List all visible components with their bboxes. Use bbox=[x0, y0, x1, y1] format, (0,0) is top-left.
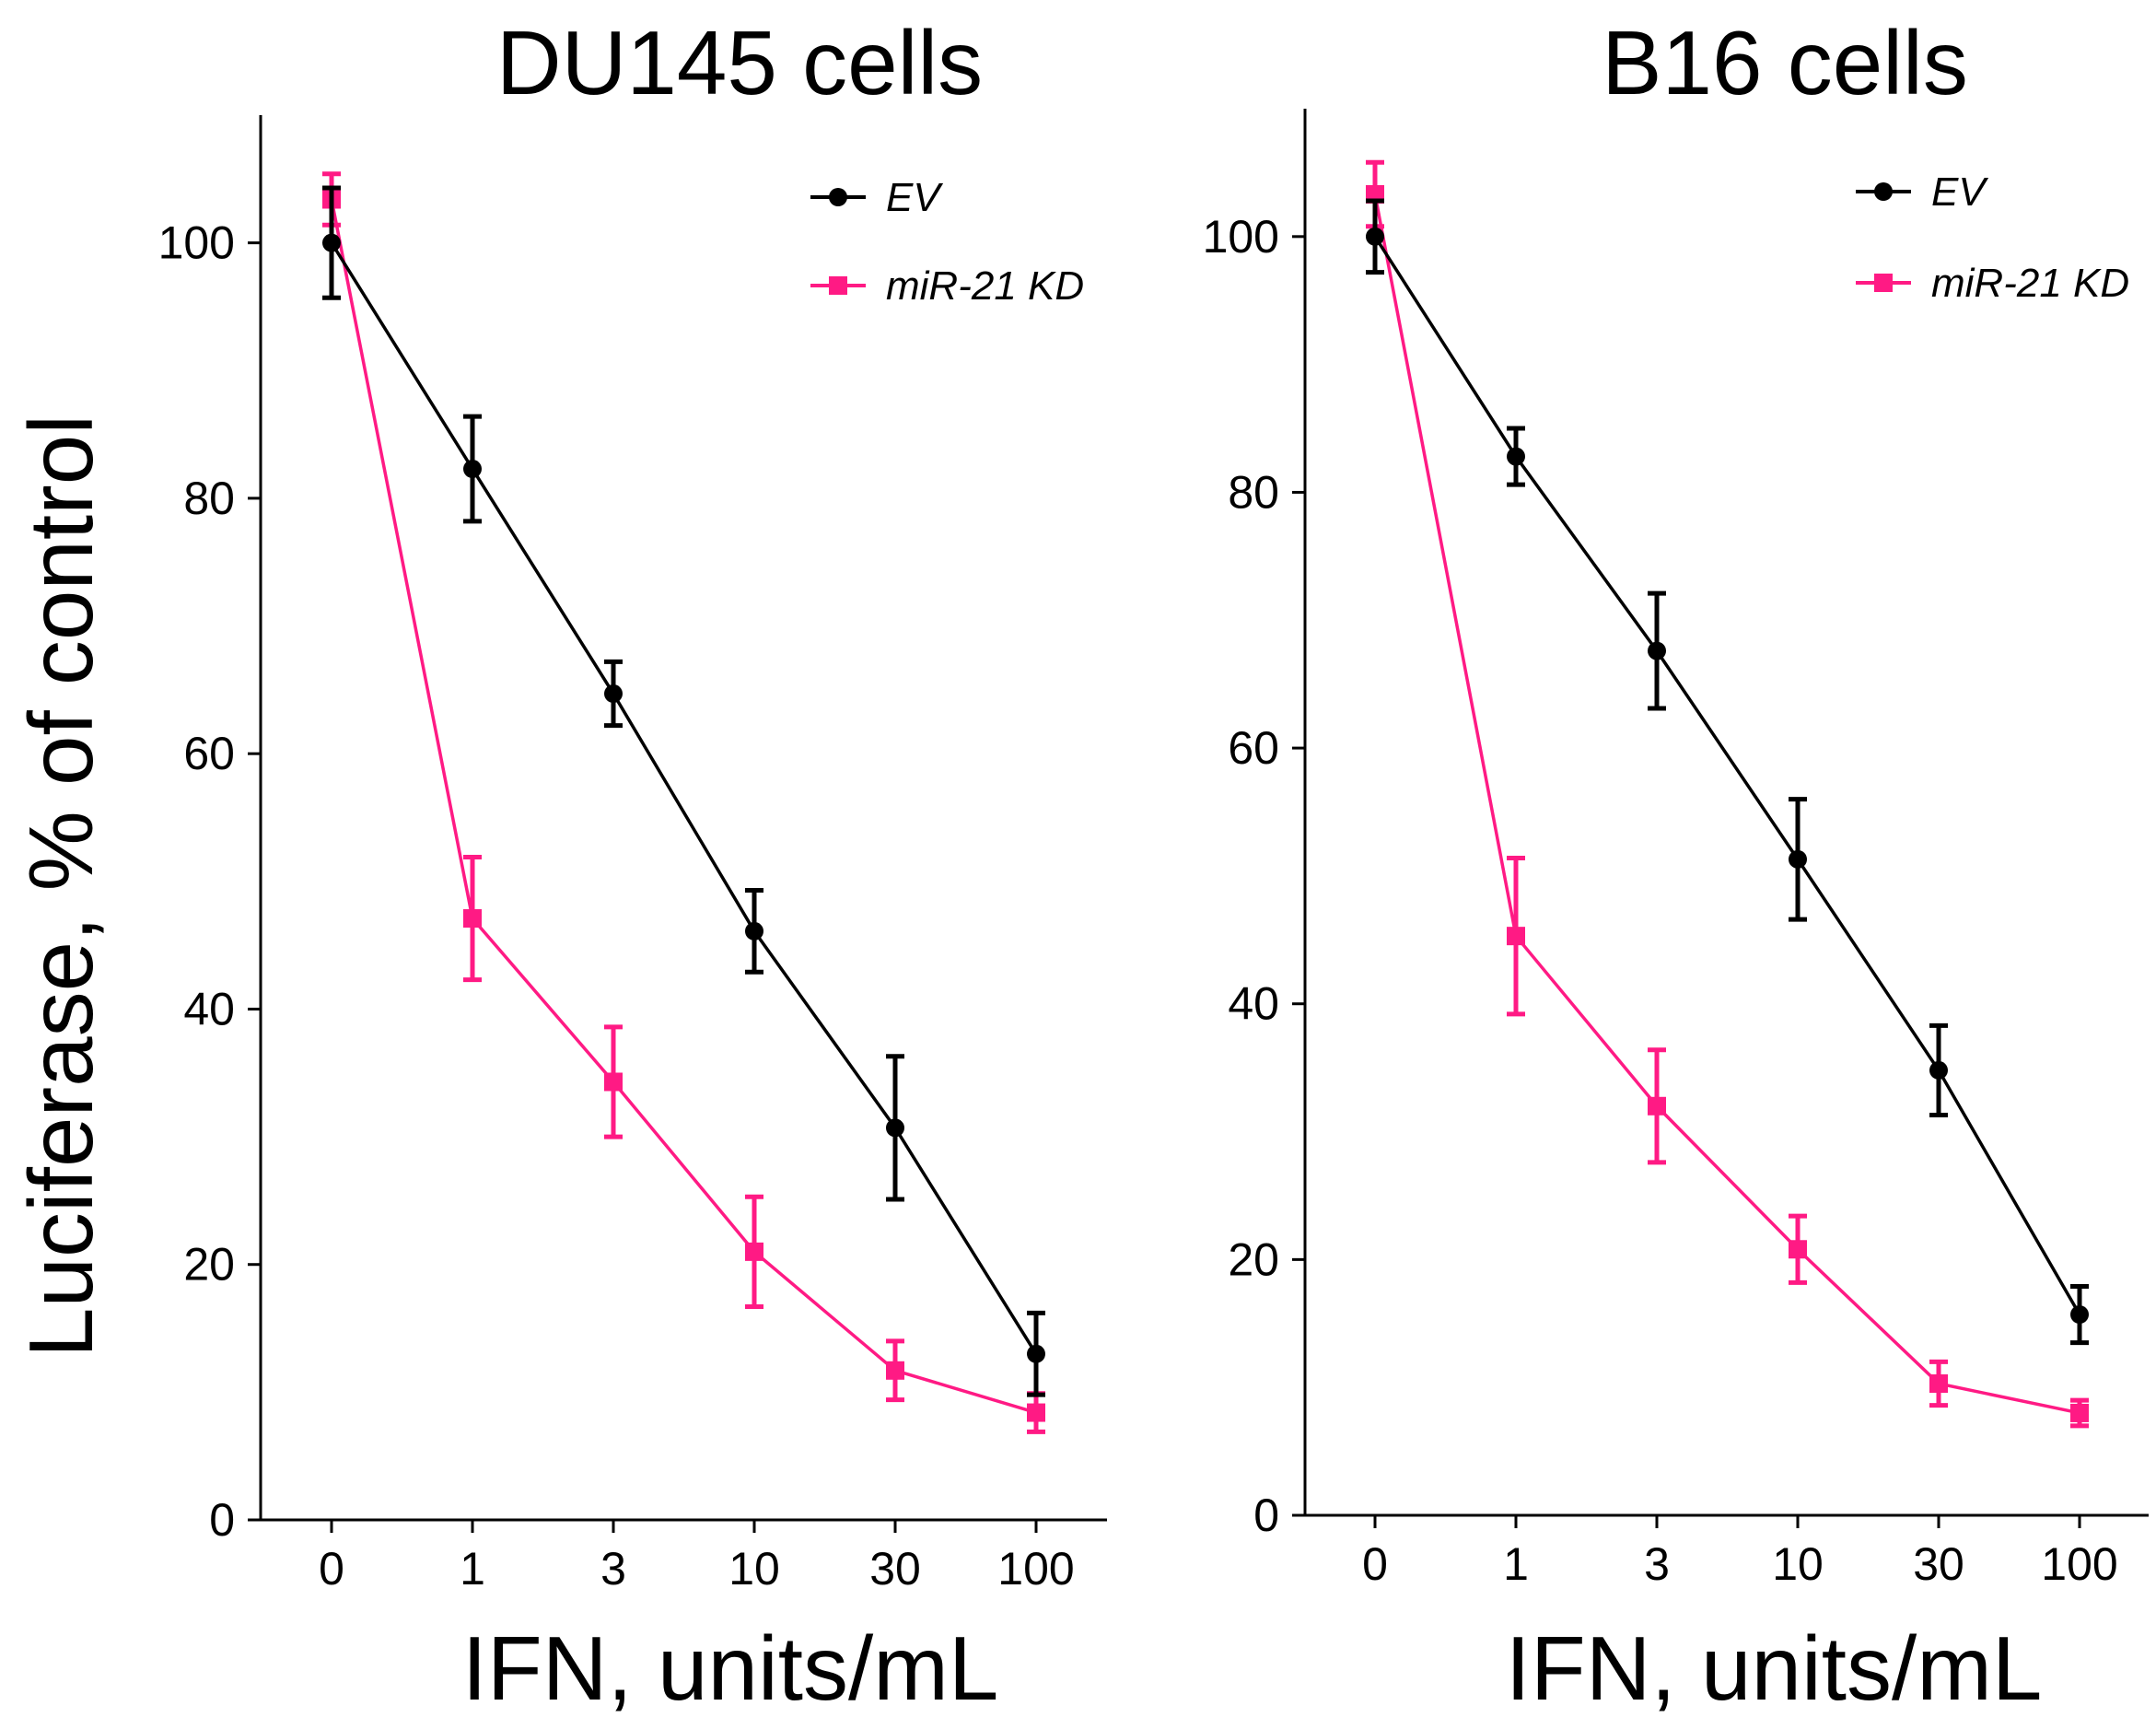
x-tick-label: 1 bbox=[460, 1543, 485, 1595]
data-point bbox=[604, 1072, 623, 1092]
data-point bbox=[1789, 849, 1807, 869]
x-tick-label: 10 bbox=[1772, 1538, 1824, 1590]
x-tick-label: 3 bbox=[600, 1543, 626, 1595]
legend-item: miR-21 KD bbox=[1856, 261, 2129, 306]
data-point bbox=[322, 233, 341, 252]
data-point bbox=[886, 1118, 904, 1138]
data-point bbox=[1648, 1096, 1666, 1116]
data-point bbox=[1027, 1403, 1045, 1422]
series-line bbox=[1373, 193, 2080, 1415]
data-point bbox=[745, 921, 763, 940]
data-point bbox=[1027, 1344, 1045, 1363]
data-point bbox=[463, 460, 482, 479]
data-point bbox=[1507, 447, 1525, 466]
legend-marker bbox=[1874, 274, 1893, 292]
legend-marker bbox=[829, 276, 847, 295]
series-ev bbox=[1366, 198, 2089, 1346]
legend-label: miR-21 KD bbox=[1931, 261, 2129, 306]
y-tick-label: 60 bbox=[1228, 722, 1279, 774]
data-point bbox=[1789, 1240, 1807, 1259]
x-axis-title: IFN, units/mL bbox=[1506, 1618, 2043, 1719]
chart-title: B16 cells bbox=[1602, 12, 1968, 113]
series-ev bbox=[322, 185, 1045, 1397]
data-point bbox=[2070, 1305, 2089, 1325]
x-axis-title: IFN, units/mL bbox=[462, 1618, 999, 1719]
chart-title: DU145 cells bbox=[496, 12, 983, 113]
legend-item: miR-21 KD bbox=[810, 263, 1084, 309]
series-mir-21-kd bbox=[322, 171, 1045, 1434]
data-point bbox=[1366, 227, 1384, 246]
data-point bbox=[1648, 641, 1666, 660]
legend-item: EV bbox=[1856, 169, 1988, 215]
y-axis-title: Luciferase, % of control bbox=[10, 415, 111, 1358]
legend-label: EV bbox=[886, 175, 943, 220]
x-tick-label: 3 bbox=[1644, 1538, 1670, 1590]
x-tick-label: 10 bbox=[728, 1543, 780, 1595]
data-point bbox=[1929, 1060, 1948, 1080]
series-line bbox=[330, 199, 1037, 1415]
series-line bbox=[330, 241, 1038, 1355]
series-mir-21-kd bbox=[1366, 159, 2089, 1429]
y-tick-label: 0 bbox=[1253, 1490, 1279, 1541]
chart-panel-du145: DU145 cells IFN, units/mL 0 20 40 60 80 100 0 1… bbox=[158, 12, 1107, 1719]
data-point bbox=[886, 1361, 904, 1380]
y-tick-label: 20 bbox=[1228, 1233, 1279, 1285]
y-tick-label: 80 bbox=[1228, 466, 1279, 518]
y-tick-label: 40 bbox=[183, 983, 235, 1034]
y-tick-label: 20 bbox=[183, 1239, 235, 1291]
y-tick-label: 80 bbox=[183, 473, 235, 524]
y-tick-label: 40 bbox=[1228, 978, 1279, 1030]
chart-panel-b16: B16 cells IFN, units/mL 0 20 40 60 80 100 0 1 3 1… bbox=[1203, 12, 2149, 1719]
data-point bbox=[1507, 927, 1525, 946]
x-tick-label: 1 bbox=[1503, 1538, 1529, 1590]
data-point bbox=[604, 684, 623, 704]
y-tick-label: 100 bbox=[1203, 211, 1279, 263]
y-tick-label: 100 bbox=[158, 217, 235, 269]
data-point bbox=[1929, 1374, 1948, 1394]
x-tick-label: 30 bbox=[869, 1543, 921, 1595]
series-line bbox=[1373, 235, 2081, 1315]
x-tick-label: 0 bbox=[1362, 1538, 1388, 1590]
legend-marker bbox=[829, 188, 847, 206]
x-tick-label: 30 bbox=[1913, 1538, 1964, 1590]
x-tick-label: 100 bbox=[2041, 1538, 2117, 1590]
x-tick-label: 0 bbox=[319, 1543, 344, 1595]
data-point bbox=[463, 909, 482, 929]
y-tick-label: 60 bbox=[183, 728, 235, 779]
x-tick-label: 100 bbox=[997, 1543, 1074, 1595]
legend-marker bbox=[1874, 182, 1893, 201]
legend-label: miR-21 KD bbox=[886, 263, 1084, 309]
data-point bbox=[2070, 1403, 2089, 1422]
legend-label: EV bbox=[1931, 169, 1988, 215]
legend-item: EV bbox=[810, 175, 943, 220]
y-tick-label: 0 bbox=[209, 1494, 235, 1546]
data-point bbox=[745, 1242, 763, 1261]
